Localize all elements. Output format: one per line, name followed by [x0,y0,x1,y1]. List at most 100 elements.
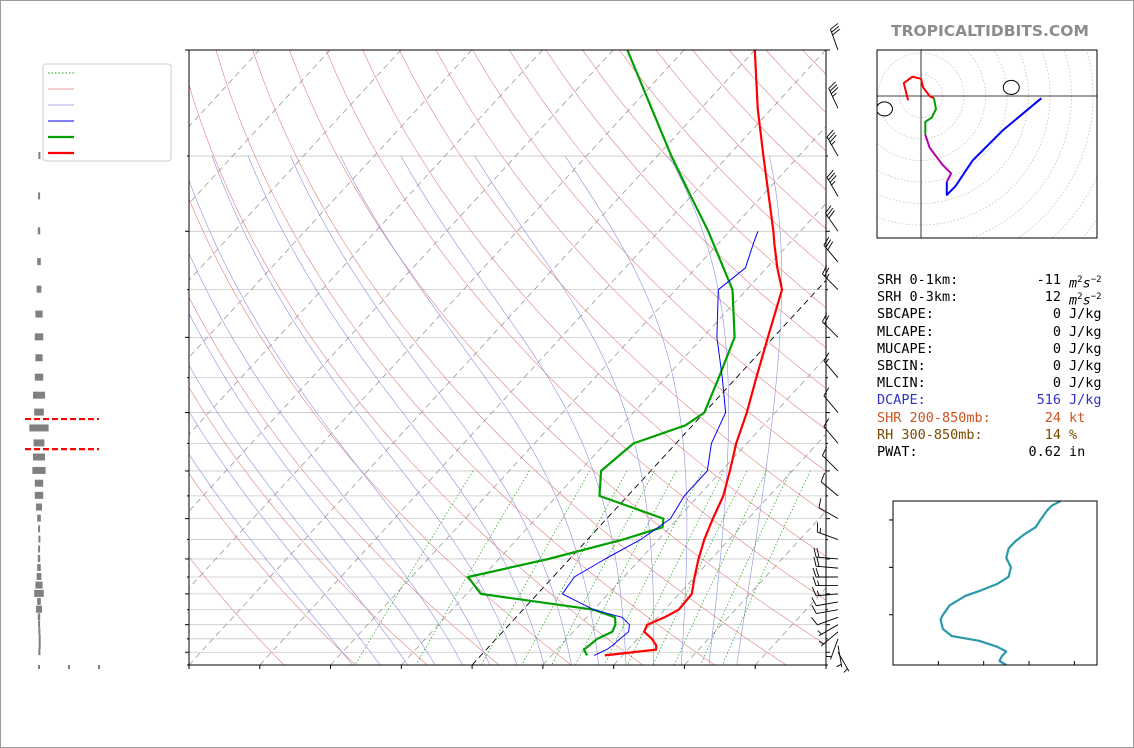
skewt-axes [185,49,830,669]
barb-half-flag [818,640,824,645]
barb-staff [823,426,839,444]
isotherm [189,50,685,589]
wind-barb [828,81,839,109]
wind-barb [812,576,838,587]
parameter-value: 12 [1044,289,1061,306]
omega-bar [38,634,41,642]
omega-bar [34,479,44,487]
barb-half-flag [831,140,836,146]
parameter-label: MLCIN: [877,375,926,392]
omega-bar [37,554,41,562]
omega-bar [38,627,41,635]
wind-barb [823,418,839,444]
barb-staff [826,177,839,197]
parameter-label: PWAT: [877,443,918,460]
dry-adiabat [545,50,826,349]
omega-bar [34,491,44,499]
wind-barb [813,556,839,569]
barb-half-flag [826,273,830,279]
isotherm [259,50,826,665]
pseudoadiabat [189,312,436,665]
barb-flag [828,132,836,140]
wind-barb [823,236,839,263]
barb-flag [829,84,838,92]
dry-adiabat [435,50,826,472]
mixing-ratio-line [603,470,703,665]
pseudoadiabat [247,155,545,665]
omega-bar [37,227,41,235]
isotherm [330,125,826,665]
parameter-unit: J/kg [1069,306,1102,323]
omega-bar [34,408,44,416]
parameter-row: SBCAPE: 0 J/kg [877,306,1117,323]
theta-e-trace [939,501,1062,665]
mixing-ratio-line [415,470,530,665]
wind-barb [816,522,839,540]
parameter-value: 516 [1036,392,1061,409]
mixing-ratio-line [354,470,474,665]
mixing-ratio-line [521,470,628,665]
parameter-label: MLCAPE: [877,323,934,340]
parameter-value: 0 [1052,357,1061,374]
barb-staff [818,507,839,520]
omega-bar [37,514,41,522]
wind-barb [817,624,839,637]
barb-staff [820,631,839,647]
parameter-row: SHR 200-850mb: 24 kt [877,410,1117,427]
barb-flag [829,134,837,143]
parameter-label: SBCAPE: [877,306,934,323]
barb-flag [816,557,820,567]
barb-staff [823,395,839,413]
dry-adiabat [289,50,826,646]
barb-flag [826,129,834,138]
barb-flag [829,175,837,183]
mixing-ratio-line [551,470,655,665]
barb-flag [828,210,835,219]
barb-staff [830,638,839,660]
parameter-row: SRH 0-3km: 12 m2s−2 [877,289,1117,309]
skewt-frame [188,49,827,666]
hodo-trace [924,134,953,183]
barb-staff [817,531,839,540]
pseudoadiabat [474,155,655,665]
barb-half-flag [825,358,830,364]
pseudoadiabat [400,155,627,665]
barb-flag [823,236,830,246]
omega-bar [37,258,41,266]
barb-half-flag [817,630,822,635]
omega-bar [29,424,49,432]
theta-e-panel [889,500,1098,666]
omega-panel [25,152,100,669]
parameter-unit: in [1069,443,1086,460]
parameter-row: MLCIN: 0 J/kg [877,375,1117,392]
barb-flag [826,169,834,178]
dry-adiabat [189,198,572,665]
omega-bar [36,572,42,580]
temperature-profile [604,50,784,657]
parameter-unit: kt [1069,409,1086,426]
pseudoadiabat [564,155,688,665]
wind-barb [826,638,839,660]
dry-adiabat [362,50,826,557]
barb-staff [816,609,839,614]
wind-barb [811,604,839,614]
parameter-row: PWAT: 0.62 in [877,444,1117,461]
parameter-unit: J/kg [1069,375,1102,392]
wind-barb [811,586,839,597]
barb-flag [824,315,830,325]
dry-adiabat [189,296,500,665]
wetbulb-profile [561,231,759,656]
skewt-plot [189,50,826,665]
barb-flag [831,25,840,33]
dry-adiabat [189,556,285,665]
parameter-label: SRH 0-1km: [877,272,959,288]
mixing-ratio-line [722,470,811,665]
hodo-trace [924,98,937,135]
barb-staff [822,455,839,472]
omega-bar [38,641,41,649]
pseudoadiabat [290,155,572,665]
hodograph-inner [877,50,1097,238]
parameter-row: DCAPE: 516 J/kg [877,392,1117,409]
parameter-unit: m2s−2 [1069,275,1102,292]
